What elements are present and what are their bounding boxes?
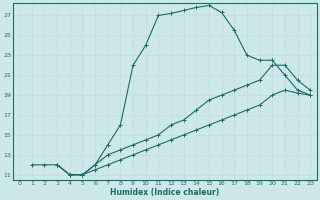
X-axis label: Humidex (Indice chaleur): Humidex (Indice chaleur) — [110, 188, 219, 197]
